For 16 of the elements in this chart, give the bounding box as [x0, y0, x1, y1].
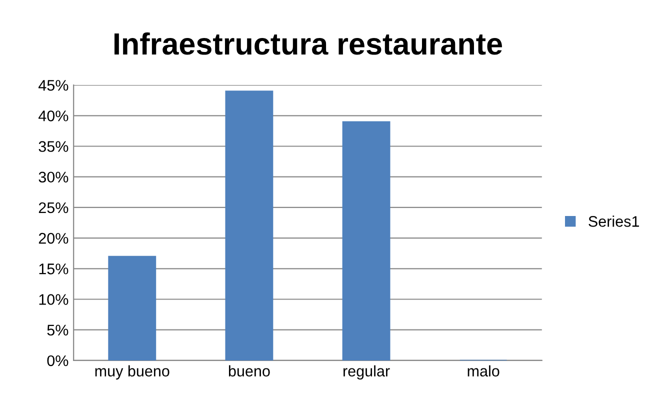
x-tick-label: regular	[344, 365, 390, 380]
y-tick-label: 10%	[39, 294, 68, 305]
y-tick-label: 5%	[47, 324, 68, 336]
y-tick-label: 20%	[38, 232, 68, 244]
x-tick-label: muy bueno	[95, 365, 170, 380]
chart-title: Infraestructura restaurante	[114, 32, 502, 55]
y-tick-label: 30%	[38, 172, 68, 183]
y-tick-label: 25%	[38, 202, 68, 214]
x-tick-label: malo	[468, 365, 500, 377]
y-tick-label: 15%	[39, 264, 68, 274]
y-tick-label: 45%	[38, 80, 68, 91]
y-tick-label: 0%	[47, 355, 68, 366]
x-tick-label: bueno	[228, 365, 270, 377]
y-tick-label: 40%	[38, 110, 68, 122]
y-tick-label: 35%	[38, 141, 68, 152]
legend-label: Series1	[588, 216, 639, 227]
